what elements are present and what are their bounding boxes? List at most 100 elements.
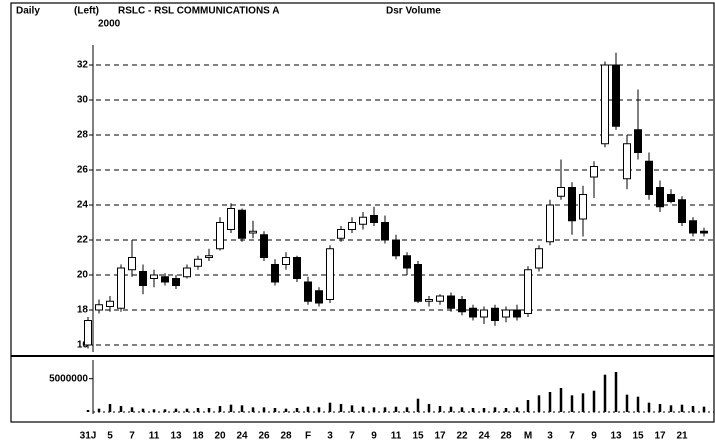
x-tick-label: 21 xyxy=(676,431,688,442)
candle-body xyxy=(260,234,268,258)
candle-body xyxy=(370,215,378,223)
candle-body xyxy=(502,309,510,318)
candle-body xyxy=(117,267,125,309)
x-tick-label: 3 xyxy=(547,431,553,442)
year: 2000 xyxy=(98,19,121,30)
candle-body xyxy=(458,299,466,313)
candle-body xyxy=(656,187,664,208)
candle-body xyxy=(612,64,620,127)
candle-body xyxy=(348,222,356,230)
x-tick-label: M xyxy=(524,431,532,442)
candle-body xyxy=(238,209,246,239)
y-tick-label: 18 xyxy=(77,305,89,316)
x-tick-label: 13 xyxy=(610,431,622,442)
candle-body xyxy=(601,64,609,145)
candle-body xyxy=(491,307,499,321)
y-tick-label: 32 xyxy=(77,60,89,71)
candle-body xyxy=(700,230,708,234)
x-tick-label: 5 xyxy=(107,431,113,442)
candle-body xyxy=(150,274,158,279)
candle-body xyxy=(447,295,455,309)
candle-body xyxy=(183,267,191,278)
candle-body xyxy=(535,248,543,269)
axis-side: (Left) xyxy=(74,6,99,17)
candle-body xyxy=(568,187,576,222)
x-tick-label: 9 xyxy=(371,431,377,442)
candle-body xyxy=(106,300,114,307)
candle-body xyxy=(161,276,169,283)
candle-body xyxy=(139,271,147,286)
candle-body xyxy=(271,264,279,283)
candle-body xyxy=(172,278,180,286)
x-tick-label: 17 xyxy=(654,431,666,442)
x-tick-label: 11 xyxy=(149,431,160,442)
chart-title: RSLC - RSL COMMUNICATIONS A xyxy=(118,6,279,17)
candle-body xyxy=(436,295,444,302)
x-tick-label: 13 xyxy=(170,431,182,442)
candle-body xyxy=(579,194,587,220)
x-tick-label: 11 xyxy=(391,431,402,442)
candle-body xyxy=(227,208,235,230)
y-tick-label: 16 xyxy=(77,340,89,351)
candle-body xyxy=(216,222,224,250)
candle-body xyxy=(678,199,686,223)
candle-body xyxy=(689,220,697,234)
x-tick-label: 31J xyxy=(80,431,97,442)
y-tick-label: 30 xyxy=(77,95,89,106)
x-tick-label: 24 xyxy=(478,431,490,442)
candle-body xyxy=(524,269,532,314)
x-tick-label: 15 xyxy=(412,431,424,442)
candle-body xyxy=(623,143,631,180)
candle-body xyxy=(205,255,213,258)
x-tick-label: 28 xyxy=(280,431,292,442)
x-tick-label: 17 xyxy=(434,431,446,442)
candle-body xyxy=(480,309,488,318)
x-tick-label: 15 xyxy=(632,431,644,442)
candle-body xyxy=(414,264,422,302)
frame xyxy=(10,2,715,423)
candle-body xyxy=(403,255,411,269)
candle-body xyxy=(304,281,312,302)
x-tick-label: 22 xyxy=(456,431,468,442)
candle-body xyxy=(84,320,92,346)
candle-body xyxy=(315,290,323,304)
candle-body xyxy=(128,257,136,271)
candle-body xyxy=(293,257,301,279)
candle-body xyxy=(337,229,345,239)
x-tick-label: F xyxy=(305,431,311,442)
candle-body xyxy=(557,187,565,197)
x-tick-label: 9 xyxy=(591,431,597,442)
indicator: Dsr Volume xyxy=(386,6,441,17)
y-tick-label: 28 xyxy=(77,130,89,141)
y-tick-label: 20 xyxy=(77,270,89,281)
x-tick-label: 18 xyxy=(192,431,204,442)
y2-tick-label: 5000000 xyxy=(49,373,88,384)
x-tick-label: 7 xyxy=(569,431,575,442)
candle-body xyxy=(95,304,103,311)
candle-body xyxy=(392,239,400,257)
candle-body xyxy=(546,204,554,243)
x-tick-label: 7 xyxy=(129,431,135,442)
x-tick-label: 24 xyxy=(236,431,248,442)
candle-body xyxy=(634,129,642,153)
candle-body xyxy=(381,222,389,241)
candle-body xyxy=(667,194,675,202)
x-tick-label: 26 xyxy=(258,431,270,442)
candle-body xyxy=(249,230,257,234)
candle-body xyxy=(645,160,653,195)
candle-body xyxy=(359,216,367,225)
candle-body xyxy=(513,309,521,318)
y-tick-label: 22 xyxy=(77,235,89,246)
y-tick-label: 26 xyxy=(77,165,89,176)
candle-body xyxy=(425,299,433,302)
period: Daily xyxy=(16,6,40,17)
y-tick-label: 24 xyxy=(77,200,89,211)
candle-body xyxy=(282,257,290,265)
candle-body xyxy=(326,248,334,300)
x-tick-label: 20 xyxy=(214,431,226,442)
candle-body xyxy=(590,166,598,178)
x-tick-label: 7 xyxy=(349,431,355,442)
candle-body xyxy=(469,307,477,318)
x-tick-label: 28 xyxy=(500,431,512,442)
